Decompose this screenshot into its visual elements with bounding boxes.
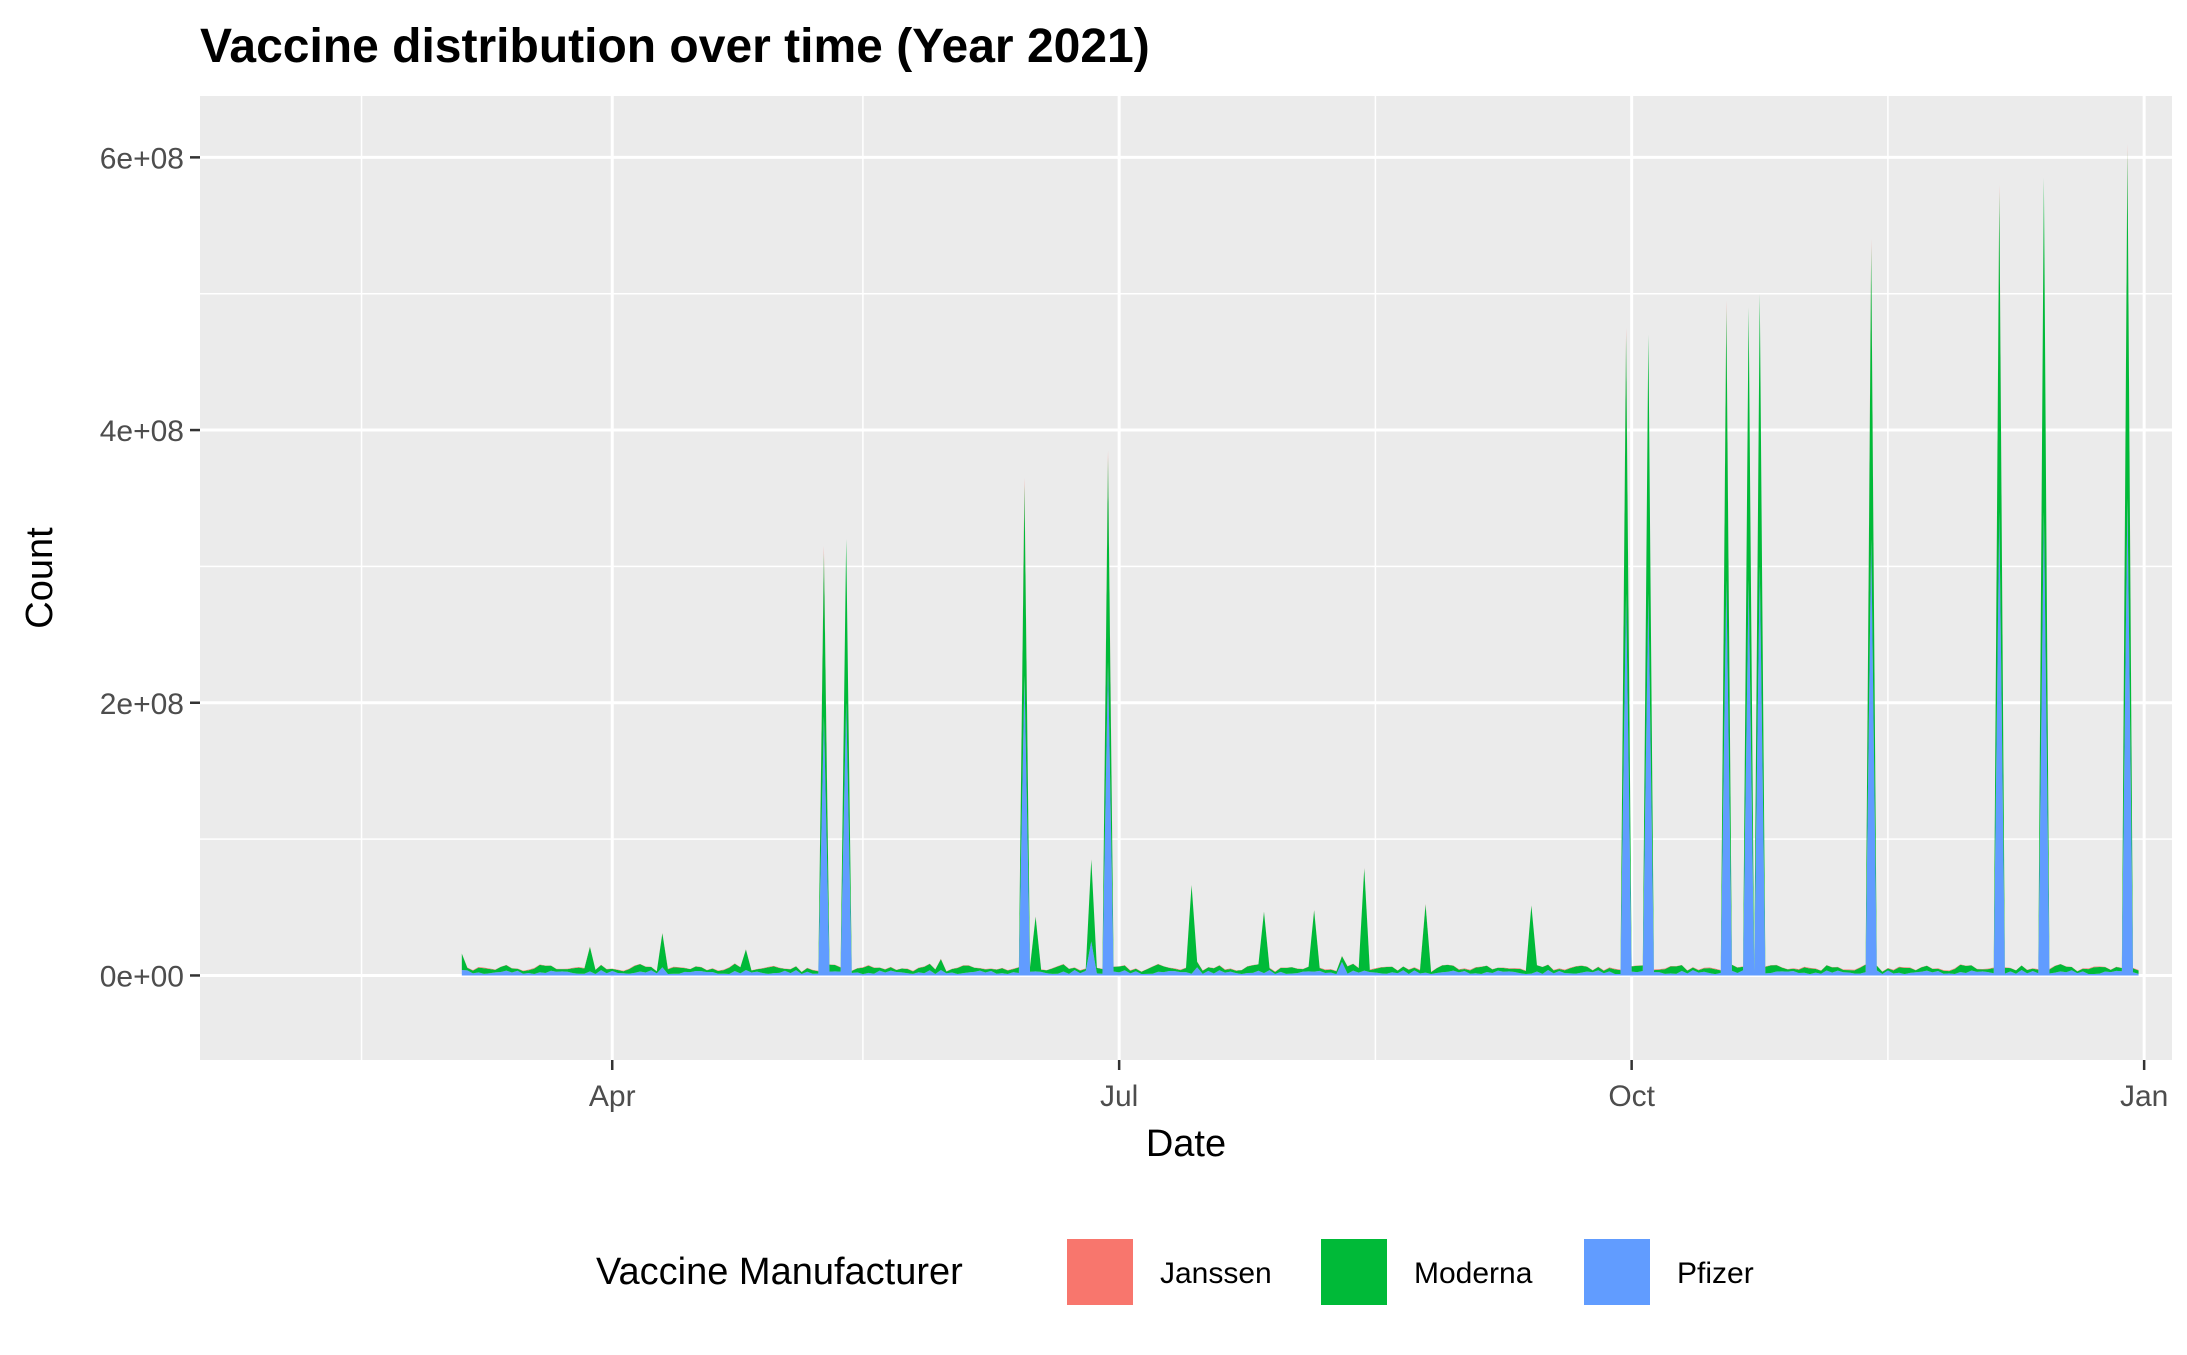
- legend-key-moderna: [1319, 1237, 1389, 1307]
- legend-label-moderna: Moderna: [1414, 1257, 1533, 1290]
- x-tick-label: Jul: [1100, 1080, 1138, 1113]
- y-tick-label: 0e+00: [100, 960, 184, 993]
- legend-label-janssen: Janssen: [1160, 1257, 1272, 1290]
- x-axis-title: Date: [1146, 1123, 1226, 1165]
- legend-key-pfizer: [1582, 1237, 1652, 1307]
- y-axis-title: Count: [19, 527, 61, 629]
- x-tick-label: Jan: [2120, 1080, 2168, 1113]
- y-tick-label: 2e+08: [100, 688, 184, 721]
- x-axis: Apr Jul Oct Jan: [589, 1060, 2168, 1113]
- grid-minor: [200, 96, 2172, 1060]
- x-tick-label: Apr: [589, 1080, 636, 1113]
- chart-title: Vaccine distribution over time (Year 202…: [200, 20, 1150, 73]
- legend-key-janssen: [1065, 1237, 1135, 1307]
- y-tick-label: 4e+08: [100, 415, 184, 448]
- x-tick-label: Oct: [1608, 1080, 1655, 1113]
- plot-panel: [200, 96, 2172, 1060]
- grid-major: [200, 96, 2172, 1060]
- y-axis: 0e+00 2e+08 4e+08 6e+08: [100, 142, 200, 993]
- legend-label-pfizer: Pfizer: [1677, 1257, 1754, 1290]
- y-tick-label: 6e+08: [100, 142, 184, 175]
- legend: Vaccine Manufacturer Janssen Moderna Pfize…: [596, 1237, 1754, 1307]
- legend-title: Vaccine Manufacturer: [596, 1251, 963, 1293]
